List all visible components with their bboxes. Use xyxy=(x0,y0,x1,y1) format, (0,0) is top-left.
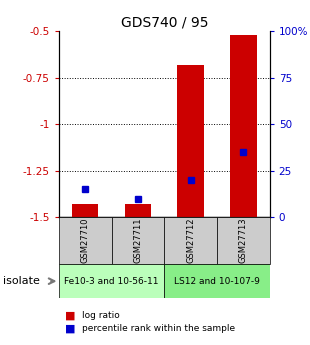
Bar xyxy=(59,217,112,264)
Text: Fe10-3 and 10-56-11: Fe10-3 and 10-56-11 xyxy=(64,277,159,286)
Bar xyxy=(72,204,99,217)
Text: ■: ■ xyxy=(65,311,76,321)
Text: GSM27713: GSM27713 xyxy=(239,218,248,264)
Text: GSM27712: GSM27712 xyxy=(186,218,195,263)
Bar xyxy=(164,264,270,298)
Text: GSM27711: GSM27711 xyxy=(133,218,143,263)
Bar xyxy=(59,264,164,298)
Bar xyxy=(230,35,256,217)
Bar xyxy=(112,217,164,264)
Title: GDS740 / 95: GDS740 / 95 xyxy=(121,16,208,30)
Text: GSM27710: GSM27710 xyxy=(81,218,90,263)
Bar xyxy=(125,204,151,217)
Text: log ratio: log ratio xyxy=(82,311,120,320)
Text: LS12 and 10-107-9: LS12 and 10-107-9 xyxy=(174,277,260,286)
Bar xyxy=(217,217,270,264)
Bar xyxy=(177,65,204,217)
Text: percentile rank within the sample: percentile rank within the sample xyxy=(82,324,235,333)
Text: isolate: isolate xyxy=(3,276,40,286)
Bar xyxy=(164,217,217,264)
Text: ■: ■ xyxy=(65,324,76,333)
